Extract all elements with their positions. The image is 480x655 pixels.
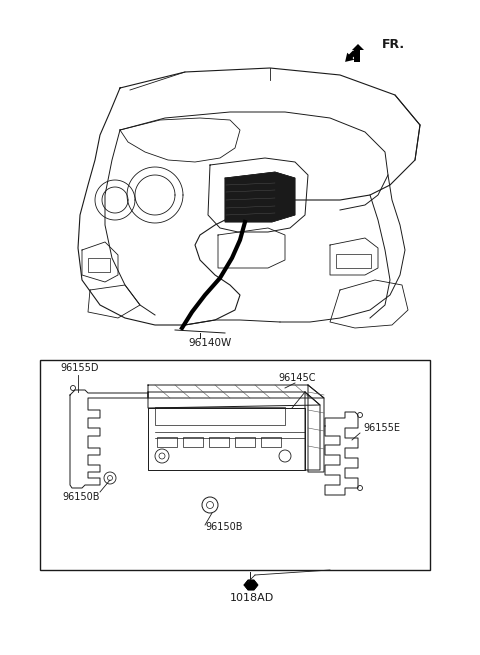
Bar [183,437,203,447]
Text: 96155E: 96155E [363,423,400,433]
Bar [209,437,229,447]
Polygon shape [244,580,258,590]
Polygon shape [225,172,295,222]
Bar [336,254,371,268]
Bar [155,407,285,425]
Text: 96150B: 96150B [205,522,242,532]
Bar [88,258,110,272]
Text: FR.: FR. [382,39,405,52]
Bar [261,437,281,447]
Polygon shape [345,50,357,62]
Bar [40,360,430,570]
Text: 96145C: 96145C [278,373,315,383]
Text: 96140W: 96140W [188,338,232,348]
Text: 1018AD: 1018AD [230,593,274,603]
Text: 96150B: 96150B [62,492,99,502]
Polygon shape [352,44,364,62]
Text: 96155D: 96155D [60,363,98,373]
Bar [157,437,177,447]
Bar [235,437,255,447]
